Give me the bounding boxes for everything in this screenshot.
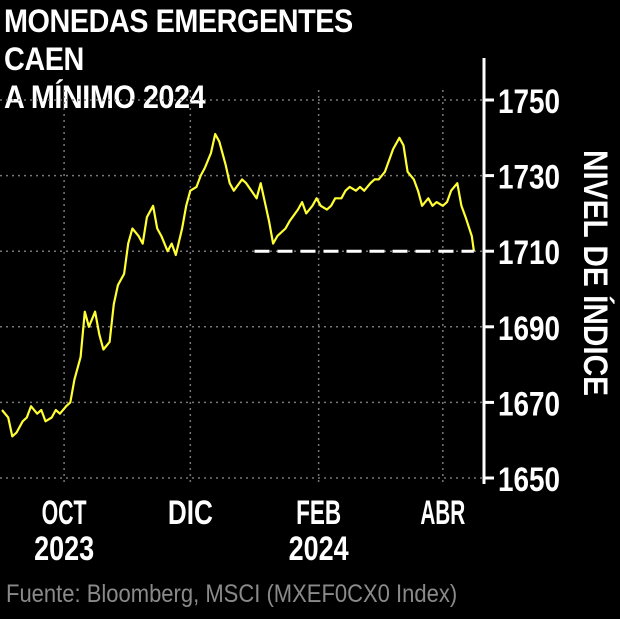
y-axis-ticks: 1650 1670 1690 1710 1730 1750 (484, 83, 560, 499)
series-line (1, 132, 475, 438)
x-tick-label: 2023 (34, 530, 94, 568)
y-tick-label: 1650 (498, 461, 560, 499)
chart-title: MONEDAS EMERGENTES CAEN A MÍNIMO 2024 (4, 2, 436, 116)
x-tick-label: ABR (420, 494, 465, 532)
y-tick-label: 1690 (498, 310, 560, 348)
title-line-1: MONEDAS EMERGENTES CAEN (4, 3, 353, 77)
y-tick-label: 1730 (498, 159, 560, 197)
y-tick-label: 1670 (498, 385, 560, 423)
source-note: Fuente: Bloomberg, MSCI (MXEF0CX0 Index) (6, 580, 458, 608)
x-tick-label: FEB (296, 494, 341, 532)
y-tick-label: 1710 (498, 234, 560, 272)
x-tick-label: DIC (168, 494, 213, 532)
x-tick-label: OCT (42, 494, 87, 532)
title-line-2: A MÍNIMO 2024 (4, 79, 206, 115)
x-tick-label: 2024 (289, 530, 349, 568)
vertical-gridlines (63, 90, 444, 484)
y-axis-label: NIVEL DE ÍNDICE (576, 150, 614, 396)
y-tick-label: 1750 (498, 83, 560, 121)
horizontal-gridlines (0, 99, 484, 479)
